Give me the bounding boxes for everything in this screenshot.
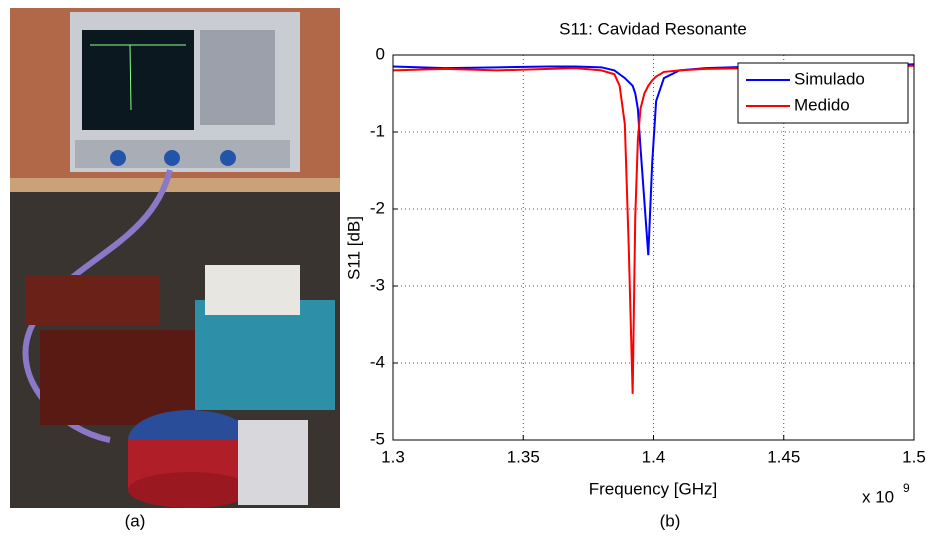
series-line [392,64,915,394]
caption: (a) [125,511,146,530]
y-tick-label: -5 [370,429,385,448]
plot-frame [392,54,915,441]
y-tick-label: 0 [376,44,385,63]
chart-title: S11: Cavidad Resonante [559,19,747,38]
y-axis-label: S11 [dB] [344,216,363,280]
x-tick-label: 1.4 [642,447,666,466]
y-tick-label: -1 [370,121,385,140]
x-scale-label: x 10 [862,487,894,506]
x-scale-exponent: 9 [903,481,910,495]
y-tick-label: -2 [370,198,385,217]
caption: (b) [660,511,681,530]
photo [10,8,340,508]
legend-label: Medido [794,95,850,114]
x-tick-label: 1.35 [507,447,540,466]
x-tick-label: 1.5 [902,447,926,466]
y-tick-label: -3 [370,275,385,294]
legend-box [737,62,909,124]
x-tick-label: 1.45 [767,447,800,466]
y-tick-label: -4 [370,352,385,371]
x-tick-label: 1.3 [381,447,405,466]
x-axis-label: Frequency [GHz] [589,479,718,498]
legend-label: Simulado [794,69,865,88]
